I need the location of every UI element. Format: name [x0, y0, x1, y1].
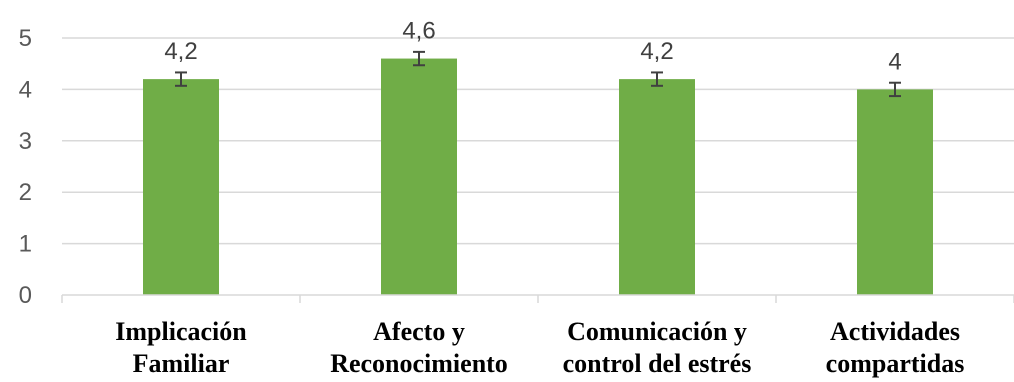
y-tick-label-0: 0 [19, 282, 32, 309]
category-labels: Implicación Familiar Afecto y Reconocimient… [115, 317, 964, 378]
data-label-3: 4 [888, 48, 901, 75]
category-label-3: Actividades compartidas [826, 317, 965, 378]
y-tick-label-4: 4 [19, 76, 32, 103]
gridlines [62, 37, 1014, 245]
data-label-1: 4,6 [402, 18, 435, 45]
bar-0 [143, 79, 219, 296]
bars [143, 58, 933, 296]
x-axis [61, 294, 1014, 303]
error-bar-2 [651, 71, 663, 87]
category-label-0: Implicación Familiar [115, 317, 247, 378]
category-label-2: Comunicación y control del estrés [563, 317, 752, 378]
data-label-2: 4,2 [640, 38, 673, 65]
data-labels: 4,2 4,6 4,2 4 [164, 18, 901, 76]
category-label-1: Afecto y Reconocimiento [330, 317, 508, 378]
data-label-0: 4,2 [164, 38, 197, 65]
error-bar-3 [889, 81, 901, 98]
y-tick-label-3: 3 [19, 128, 32, 155]
error-bar-1 [413, 50, 425, 67]
y-tick-label-5: 5 [19, 25, 32, 52]
bar-1 [381, 58, 457, 296]
y-tick-label-2: 2 [19, 179, 32, 206]
bar-2 [619, 79, 695, 296]
bar-3 [857, 89, 933, 296]
error-bars [175, 50, 901, 98]
y-tick-label-1: 1 [19, 231, 32, 258]
y-axis-tick-labels: 0 1 2 3 4 5 [19, 25, 32, 309]
error-bar-0 [175, 71, 187, 87]
